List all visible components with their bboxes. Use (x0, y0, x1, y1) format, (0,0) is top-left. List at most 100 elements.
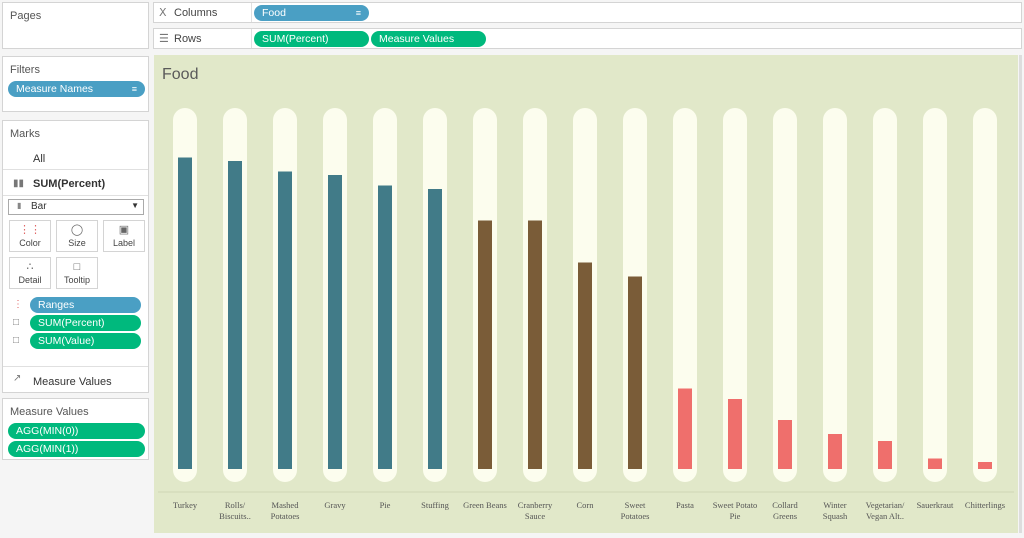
marks-divider-1 (3, 169, 148, 170)
x-tick-label: Corn (577, 500, 595, 510)
bar-chart-icon: ▮▮ (13, 178, 25, 189)
bar-track (723, 108, 747, 482)
size-icon: ◯ (70, 224, 84, 236)
marks-field-sum-value[interactable]: SUM(Value) (30, 333, 141, 349)
x-tick-label: Winter (823, 500, 846, 510)
marks-title: Marks (10, 128, 40, 140)
filter-sort-icon: ≡ (131, 84, 137, 94)
tooltip-field-icon-2: □ (13, 335, 20, 346)
x-tick-label: Sauerkraut (917, 500, 954, 510)
bar-track (773, 108, 797, 482)
rows-shelf: ☰ Rows SUM(Percent) Measure Values (153, 28, 1022, 49)
chart-title: Food (162, 66, 199, 83)
color-button[interactable]: ⋮⋮ Color (9, 220, 51, 252)
columns-label: Columns (174, 7, 218, 19)
bar[interactable] (728, 399, 742, 469)
rows-pill-sum-percent[interactable]: SUM(Percent) (254, 31, 369, 47)
x-tick-label: Sweet (625, 500, 646, 510)
marks-measure-2[interactable]: Measure Values (33, 376, 112, 388)
bar-track (873, 108, 897, 482)
bar[interactable] (628, 276, 642, 470)
bar[interactable] (828, 434, 842, 469)
rows-label: Rows (174, 33, 202, 45)
x-tick-label: Potatoes (271, 511, 300, 521)
tooltip-icon: □ (73, 261, 81, 273)
x-tick-label: Chitterlings (965, 500, 1005, 510)
bar[interactable] (528, 220, 542, 470)
marks-measure-1[interactable]: SUM(Percent) (33, 178, 106, 190)
x-tick-label: Biscuits.. (219, 511, 251, 521)
columns-icon: Ⅹ (159, 7, 167, 19)
line-chart-icon: ↗ (13, 373, 22, 384)
x-tick-label: Sauce (525, 511, 546, 521)
x-tick-label: Green Beans (463, 500, 507, 510)
pages-panel: Pages (2, 2, 149, 49)
sort-icon: ≡ (355, 8, 361, 18)
bar[interactable] (478, 220, 492, 470)
bar-track (823, 108, 847, 482)
bar[interactable] (928, 458, 942, 470)
x-tick-label: Rolls/ (225, 500, 246, 510)
tooltip-field-icon-1: □ (13, 317, 20, 328)
bar[interactable] (378, 185, 392, 470)
chart-svg: Turkey Rolls/Biscuits..MashedPotatoesGrav… (158, 108, 1014, 521)
columns-shelf: Ⅹ Columns Food ≡ (153, 2, 1022, 23)
color-field-icon: ⋮ (13, 299, 23, 310)
label-button[interactable]: ▣ Label (103, 220, 145, 252)
filters-panel: Filters Measure Names ≡ (2, 56, 149, 112)
x-tick-label: Mashed (272, 500, 300, 510)
marks-divider-3 (3, 366, 148, 367)
bar[interactable] (328, 175, 342, 469)
bar[interactable] (578, 262, 592, 470)
measure-value-item[interactable]: AGG(MIN(1)) (8, 441, 145, 457)
vertical-scrollbar[interactable] (1019, 55, 1022, 533)
bar[interactable] (278, 171, 292, 470)
marks-field-ranges[interactable]: Ranges (30, 297, 141, 313)
chevron-down-icon: ▼ (131, 201, 139, 210)
bar[interactable] (678, 388, 692, 470)
bar[interactable] (878, 441, 892, 469)
bar[interactable] (178, 157, 192, 470)
pages-title: Pages (10, 10, 42, 22)
x-tick-label: Vegetarian/ (866, 500, 905, 510)
bar[interactable] (228, 161, 242, 469)
x-tick-label: Potatoes (621, 511, 650, 521)
rows-icon: ☰ (159, 33, 169, 45)
chart-area: Food Turkey Rolls/Biscuits.. Mashed Potatoe… (154, 55, 1018, 533)
shelf-separator (251, 29, 252, 48)
filter-pill-measure-names[interactable]: Measure Names ≡ (8, 81, 145, 97)
x-tick-label: Squash (823, 511, 848, 521)
mark-type-select[interactable]: ▮ Bar ▼ (8, 199, 144, 215)
x-tick-label: Sweet Potato (713, 500, 758, 510)
bar-track (973, 108, 997, 482)
detail-icon: ∴ (26, 261, 34, 273)
filters-title: Filters (10, 64, 40, 76)
detail-button[interactable]: ∴ Detail (9, 257, 51, 289)
x-tick-label: Greens (773, 511, 797, 521)
bar[interactable] (778, 420, 792, 469)
x-tick-label: Stuffing (421, 500, 449, 510)
mark-type-bar-icon: ▮ (17, 201, 22, 210)
bar[interactable] (978, 462, 992, 469)
x-tick-label: Gravy (324, 500, 346, 510)
marks-all[interactable]: All (33, 153, 46, 165)
measure-values-panel: Measure Values AGG(MIN(0)) AGG(MIN(1)) (2, 398, 149, 460)
marks-divider-2 (3, 195, 148, 196)
measure-values-title: Measure Values (10, 406, 89, 418)
x-tick-label: Cranberry (518, 500, 553, 510)
x-tick-label: Collard (772, 500, 798, 510)
marks-panel: Marks All ▮▮ SUM(Percent) ▮ Bar ▼ ⋮⋮ Col… (2, 120, 149, 393)
bar[interactable] (428, 189, 442, 469)
size-button[interactable]: ◯ Size (56, 220, 98, 252)
tooltip-button[interactable]: □ Tooltip (56, 257, 98, 289)
marks-field-sum-percent[interactable]: SUM(Percent) (30, 315, 141, 331)
rows-pill-measure-values[interactable]: Measure Values (371, 31, 486, 47)
measure-value-item[interactable]: AGG(MIN(0)) (8, 423, 145, 439)
x-tick-label: Pie (380, 500, 391, 510)
shelf-separator (251, 3, 252, 22)
columns-pill-food[interactable]: Food ≡ (254, 5, 369, 21)
x-tick-label: Vegan Alt.. (866, 511, 904, 521)
x-tick-label: Turkey (173, 500, 198, 510)
bar-track (923, 108, 947, 482)
label-icon: ▣ (118, 224, 130, 236)
